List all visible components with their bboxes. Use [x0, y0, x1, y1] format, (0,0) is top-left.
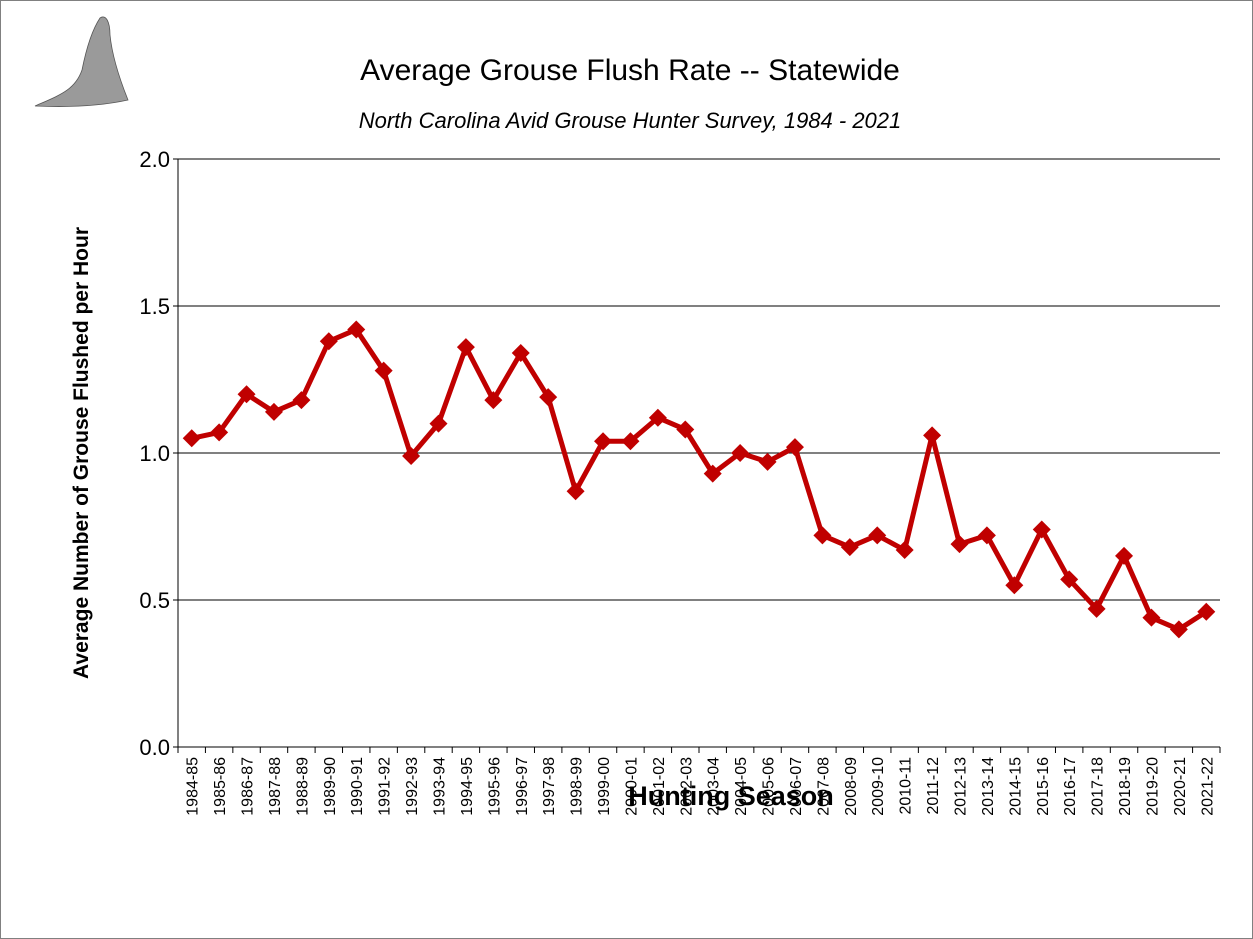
marker: [758, 452, 777, 471]
marker: [703, 464, 722, 483]
x-tick-label: 2018-19: [1117, 757, 1134, 816]
marker: [182, 429, 201, 448]
marker: [594, 432, 613, 451]
x-tick-label: 2014-15: [1007, 757, 1024, 816]
x-tick-label: 2010-11: [898, 757, 915, 815]
y-axis-title: Average Number of Grouse Flushed per Hou…: [70, 227, 93, 679]
marker: [1197, 602, 1216, 621]
x-tick-label: 2007-08: [815, 757, 832, 816]
x-tick-label: 2003-04: [706, 757, 723, 816]
x-axis-title: Hunting Season: [628, 781, 834, 811]
marker: [429, 414, 448, 433]
x-tick-label: 2009-10: [870, 757, 887, 816]
x-tick-label: 2008-09: [843, 757, 860, 816]
marker: [511, 344, 530, 363]
x-tick-label: 1991-92: [377, 757, 394, 816]
x-tick-label: 2004-05: [733, 757, 750, 816]
y-tick-label: 1.0: [139, 441, 170, 466]
grouse-illustration: [34, 16, 129, 107]
y-tick-label: 0.0: [139, 735, 170, 760]
x-tick-label: 2016-17: [1062, 757, 1079, 816]
marker: [484, 391, 503, 410]
marker: [648, 408, 667, 427]
marker: [456, 338, 475, 357]
marker: [1169, 620, 1188, 639]
marker: [923, 426, 942, 445]
marker: [347, 320, 366, 339]
marker: [402, 446, 421, 465]
marker: [1142, 608, 1161, 627]
chart-subtitle: North Carolina Avid Grouse Hunter Survey…: [359, 108, 902, 133]
marker: [1115, 546, 1134, 565]
marker: [621, 432, 640, 451]
marker: [237, 385, 256, 404]
x-tick-label: 1999-00: [596, 757, 613, 816]
marker: [813, 526, 832, 545]
marker: [210, 423, 229, 442]
marker: [1005, 576, 1024, 595]
x-tick-label: 2002-03: [678, 757, 695, 816]
x-tick-label: 1994-95: [459, 757, 476, 816]
marker: [319, 332, 338, 351]
marker: [840, 538, 859, 557]
x-tick-label: 1995-96: [486, 757, 503, 816]
x-tick-label: 2017-18: [1090, 757, 1107, 816]
marker: [731, 444, 750, 462]
marker: [676, 420, 695, 439]
marker: [977, 526, 996, 545]
marker: [264, 402, 283, 421]
x-tick-label: 1989-90: [322, 757, 339, 816]
x-tick-label: 1996-97: [514, 757, 531, 816]
x-tick-label: 2020-21: [1172, 757, 1189, 816]
marker: [895, 541, 914, 560]
marker: [539, 388, 558, 407]
x-tick-label: 1988-89: [294, 757, 311, 816]
x-tick-label: 2021-22: [1199, 757, 1216, 816]
x-tick-label: 1993-94: [432, 757, 449, 816]
marker: [1032, 520, 1051, 539]
x-tick-label: 1998-99: [569, 757, 586, 816]
marker: [374, 361, 393, 380]
x-tick-label: 1984-85: [185, 757, 202, 816]
x-tick-label: 2012-13: [953, 757, 970, 816]
x-tick-label: 2005-06: [761, 757, 778, 816]
x-tick-label: 1986-87: [240, 757, 257, 816]
marker: [1060, 570, 1079, 589]
x-tick-label: 1987-88: [267, 757, 284, 816]
x-tick-label: 1992-93: [404, 757, 421, 816]
y-tick-label: 2.0: [139, 147, 170, 172]
x-tick-label: 2011-12: [925, 757, 942, 815]
marker: [1087, 599, 1106, 618]
marker: [785, 438, 804, 457]
marker: [566, 482, 585, 501]
y-tick-label: 1.5: [139, 294, 170, 319]
line: [191, 327, 1208, 632]
x-tick-label: 2013-14: [980, 757, 997, 816]
marker: [868, 526, 887, 545]
chart-title: Average Grouse Flush Rate -- Statewide: [360, 54, 900, 87]
marker: [950, 535, 969, 554]
y-tick-label: 0.5: [139, 588, 170, 613]
marker: [292, 391, 311, 410]
x-tick-label: 1985-86: [212, 757, 229, 816]
x-tick-label: 2019-20: [1144, 757, 1161, 816]
x-tick-label: 2015-16: [1035, 757, 1052, 816]
x-tick-label: 2000-01: [623, 757, 640, 816]
x-tick-label: 2006-07: [788, 757, 805, 816]
x-tick-label: 1997-98: [541, 757, 558, 816]
x-tick-label: 2001-02: [651, 757, 668, 816]
x-tick-label: 1990-91: [349, 757, 366, 816]
